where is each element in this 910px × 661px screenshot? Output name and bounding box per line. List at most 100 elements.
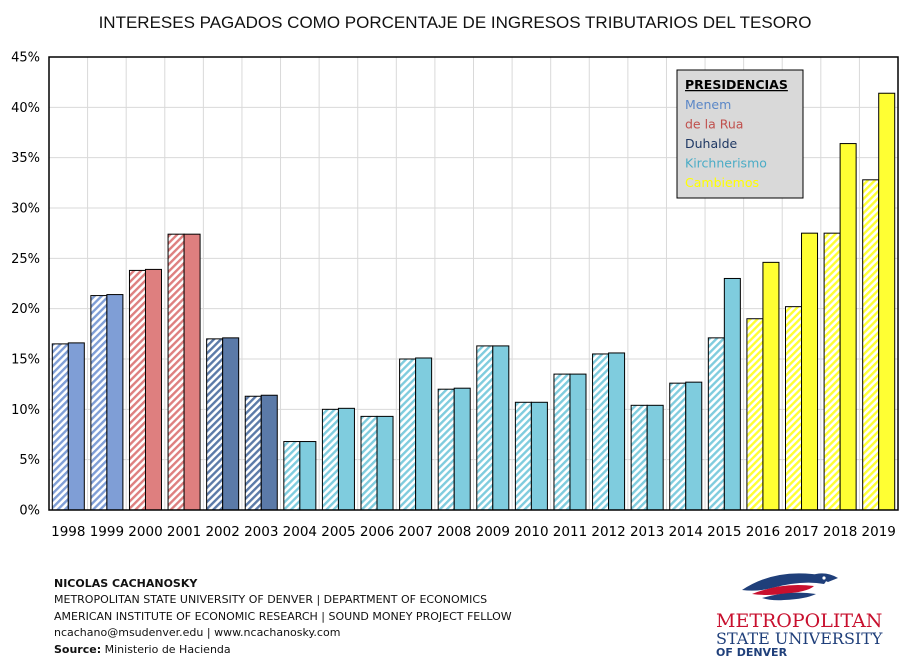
y-tick-label: 40% [11,101,40,116]
logo-line-1: METROPOLITAN [716,610,882,632]
bar-2013-solid [646,404,664,511]
x-tick-label: 2018 [823,524,857,540]
x-tick-label: 2016 [746,524,780,540]
source-label: Source: [54,642,102,656]
gridlines [49,57,898,510]
bar-2014-solid [685,381,703,511]
x-tick-label: 2019 [862,524,896,540]
x-tick-label: 2001 [167,524,201,540]
x-tick-label: 2017 [784,524,818,540]
y-tick-label: 20% [11,302,40,317]
y-tick-label: 5% [19,453,40,468]
bar-2012-hatched [592,353,610,511]
bar-2009-hatched [476,345,494,511]
y-tick-label: 0% [19,504,40,519]
bar-2003-solid [260,394,278,511]
legend-box [676,69,804,199]
footer-credits: NICOLAS CACHANOSKY METROPOLITAN STATE UN… [54,576,512,658]
plot-frame [48,56,899,511]
bar-2003-hatched [244,395,262,511]
bar-2010-hatched [514,401,532,511]
bar-1999-solid [106,294,124,511]
university-logo: METROPOLITAN STATE UNIVERSITY OF DENVER [716,573,883,658]
bar-2005-hatched [321,408,339,511]
bar-2016-hatched [746,318,764,511]
bar-2000-solid [144,268,162,511]
x-axis-ticks: 1998 1999 2000 2001 2002 2003 2004 2005 2006 2007… [51,524,896,540]
roadrunner-icon [742,573,838,601]
bar-2018-hatched [823,232,841,511]
logo-line-2: STATE UNIVERSITY [716,629,883,648]
legend-item: Duhalde [685,136,738,151]
bar-2007-solid [415,357,433,511]
y-tick-label: 35% [11,151,40,166]
x-tick-label: 2002 [205,524,239,540]
bar-1998-solid [67,342,85,511]
y-tick-label: 10% [11,403,40,418]
x-tick-label: 2004 [283,524,317,540]
bar-2001-solid [183,233,201,511]
bar-2015-solid [723,277,741,511]
bar-2011-hatched [553,373,571,511]
contact-line: ncachano@msudenver.edu | www.ncachanosky… [54,626,341,640]
x-tick-label: 2005 [321,524,355,540]
bar-2009-solid [492,345,510,511]
x-tick-label: 2015 [707,524,741,540]
chart-title: INTERESES PAGADOS COMO PORCENTAJE DE ING… [99,13,812,32]
bars [51,92,896,511]
legend-item: Cambiemos [685,175,759,190]
legend-item: Menem [685,97,731,112]
x-tick-label: 2012 [591,524,625,540]
x-tick-label: 2003 [244,524,278,540]
source-line: Source: Ministerio de Hacienda [54,642,512,658]
bar-2019-hatched [862,179,880,511]
bar-2006-hatched [360,415,378,511]
affiliation-line-2: AMERICAN INSTITUTE OF ECONOMIC RESEARCH … [54,609,512,623]
affiliation-line-1: METROPOLITAN STATE UNIVERSITY OF DENVER … [54,593,488,607]
x-tick-label: 2013 [630,524,664,540]
y-tick-label: 15% [11,353,40,368]
x-tick-label: 2010 [514,524,548,540]
source-value: Ministerio de Hacienda [101,642,231,656]
x-tick-label: 1998 [51,524,85,540]
bar-2013-hatched [630,404,648,511]
bar-2014-hatched [669,382,687,511]
author-name: NICOLAS CACHANOSKY [54,577,198,590]
y-tick-label: 30% [11,202,40,217]
logo-line-3: OF DENVER [716,646,788,658]
bar-2001-hatched [167,233,185,511]
bar-2018-solid [839,143,857,511]
x-tick-label: 2000 [128,524,162,540]
legend-title: PRESIDENCIAS [685,77,788,92]
bar-2004-solid [299,441,317,511]
x-tick-label: 2011 [553,524,587,540]
bar-2008-solid [453,387,471,511]
bar-2007-hatched [399,358,417,511]
bar-2002-solid [222,337,240,511]
bar-2010-solid [530,401,548,511]
x-tick-label: 2007 [398,524,432,540]
y-axis-ticks: 0% 5% 10% 15% 20% 25% 30% 35% 40% 45% [11,51,40,519]
bar-2011-solid [569,373,587,511]
legend-item: de la Rua [685,117,743,132]
bar-2012-solid [608,352,626,511]
legend: PRESIDENCIAS Menem de la Rua Duhalde Kirchn… [676,69,804,199]
x-tick-label: 2009 [476,524,510,540]
x-tick-label: 2014 [669,524,703,540]
y-tick-label: 45% [11,51,40,66]
bar-2008-hatched [437,388,455,511]
bar-1998-hatched [51,343,69,511]
bar-2005-solid [337,407,355,511]
bar-2017-solid [801,232,819,511]
bar-2015-hatched [707,337,725,511]
bar-2016-solid [762,261,780,511]
bar-2006-solid [376,415,394,511]
x-tick-label: 2006 [360,524,394,540]
bar-2004-hatched [283,441,301,511]
bar-2017-hatched [785,306,803,511]
bar-1999-hatched [90,295,108,511]
legend-item: Kirchnerismo [685,156,767,171]
x-tick-label: 1999 [90,524,124,540]
bar-2019-solid [878,92,896,511]
